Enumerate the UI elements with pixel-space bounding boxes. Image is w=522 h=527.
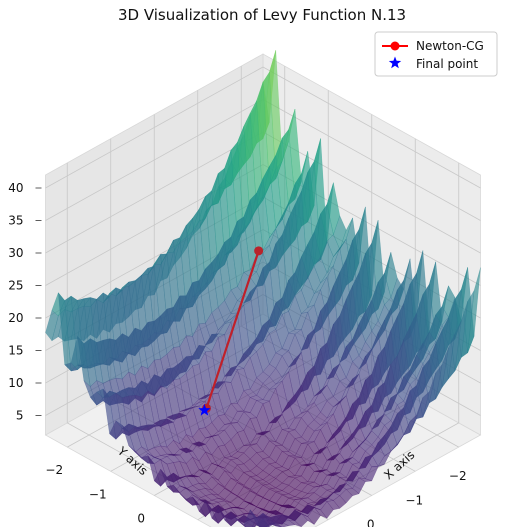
- wall-grid-line-z: [45, 66, 264, 189]
- z-tick-label: 5: [16, 409, 24, 423]
- x-tick-label: −2: [449, 469, 467, 483]
- legend: Newton-CG Final point: [374, 31, 498, 77]
- z-tick-label: 25: [8, 279, 23, 293]
- z-tick-label: 15: [8, 344, 23, 358]
- newton-cg-line: [205, 250, 260, 409]
- z-tick-label: 35: [8, 214, 23, 228]
- legend-label-newton-cg: Newton-CG: [416, 39, 484, 53]
- x-tick-label: 0: [367, 518, 375, 527]
- z-tick-label: 40: [8, 181, 23, 195]
- y-tick-label: −2: [45, 463, 63, 477]
- wall-grid-line-z: [262, 66, 481, 189]
- surface: [45, 50, 481, 527]
- z-tick-label: 10: [8, 376, 23, 390]
- chart-title: 3D Visualization of Levy Function N.13: [118, 6, 406, 24]
- y-tick-label: −1: [89, 487, 107, 501]
- legend-marker-newton-cg: [390, 41, 400, 51]
- wall-grid-line-z: [45, 99, 264, 221]
- final-point-marker: [198, 403, 211, 416]
- wall-grid-line-z: [262, 99, 481, 221]
- z-tick-label: 20: [8, 311, 23, 325]
- wall-grid-line-z: [262, 131, 481, 254]
- y-tick-label: 0: [137, 512, 145, 526]
- legend-box: [374, 31, 498, 77]
- tick-labels: −2−1012−2−1012510152025303540: [8, 181, 466, 527]
- wall-grid-line-z: [45, 131, 264, 254]
- newton-cg-point: [254, 246, 264, 256]
- optimizer-path: [198, 246, 264, 416]
- surface-patch: [256, 518, 270, 527]
- z-tick-label: 30: [8, 246, 23, 260]
- legend-marker-final-point: [388, 56, 402, 69]
- legend-label-final-point: Final point: [416, 57, 478, 71]
- x-tick-label: −1: [405, 493, 423, 507]
